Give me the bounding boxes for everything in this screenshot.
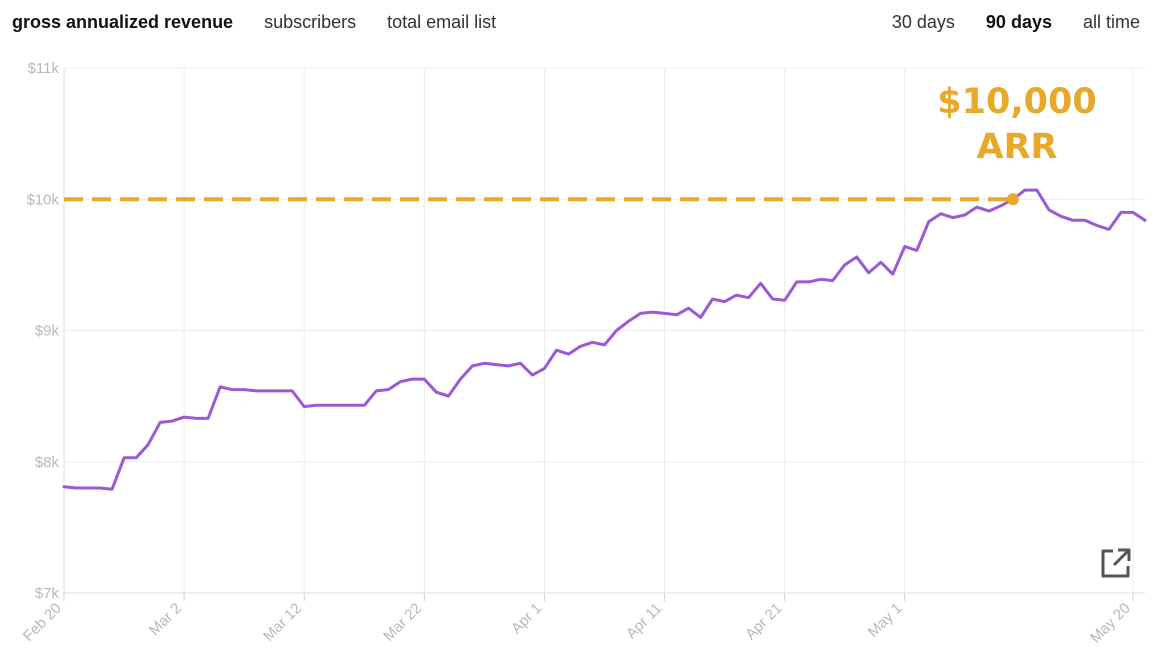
x-tick-label: Mar 22: [380, 600, 425, 645]
x-tick-label: Apr 1: [508, 600, 545, 637]
x-tick-label: May 20: [1087, 600, 1134, 647]
target-marker: [1006, 193, 1019, 206]
tab-90-days[interactable]: 90 days: [985, 12, 1052, 32]
tab-all-time[interactable]: all time: [1082, 12, 1140, 32]
x-tick-label: May 1: [865, 600, 906, 641]
metric-tabs: gross annualized revenue subscribers tot…: [12, 12, 496, 33]
x-tick-label: Mar 2: [146, 600, 185, 639]
tab-total-email-list[interactable]: total email list: [387, 12, 497, 32]
y-tick-label: $8k: [35, 454, 60, 471]
x-tick-label: Mar 12: [260, 600, 305, 645]
revenue-series-line: [62, 188, 1147, 491]
external-link-icon[interactable]: [1098, 545, 1134, 581]
tab-30-days[interactable]: 30 days: [891, 12, 955, 32]
tab-gross-annualized-revenue[interactable]: gross annualized revenue: [12, 12, 234, 32]
x-tick-label: Apr 21: [742, 600, 785, 643]
x-tick-label: Apr 11: [623, 600, 665, 642]
annotation-label: ARR: [977, 127, 1058, 167]
y-tick-label: $9k: [35, 323, 60, 340]
y-tick-label: $7k: [35, 585, 60, 602]
tab-subscribers[interactable]: subscribers: [264, 12, 357, 32]
y-tick-label: $11k: [28, 60, 60, 77]
x-tick-label: Feb 20: [20, 600, 65, 645]
y-tick-label: $10k: [26, 191, 59, 208]
annotation-value: $10,000: [937, 82, 1096, 122]
range-tabs: 30 days 90 days all time: [892, 12, 1140, 33]
